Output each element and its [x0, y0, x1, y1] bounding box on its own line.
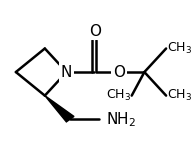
- Polygon shape: [45, 96, 74, 122]
- Text: O: O: [90, 24, 102, 39]
- Text: CH$_3$: CH$_3$: [106, 88, 131, 103]
- Text: CH$_3$: CH$_3$: [167, 88, 192, 103]
- Text: NH$_2$: NH$_2$: [106, 110, 137, 129]
- Text: CH$_3$: CH$_3$: [167, 41, 192, 56]
- Text: O: O: [113, 64, 125, 80]
- Text: N: N: [61, 64, 72, 80]
